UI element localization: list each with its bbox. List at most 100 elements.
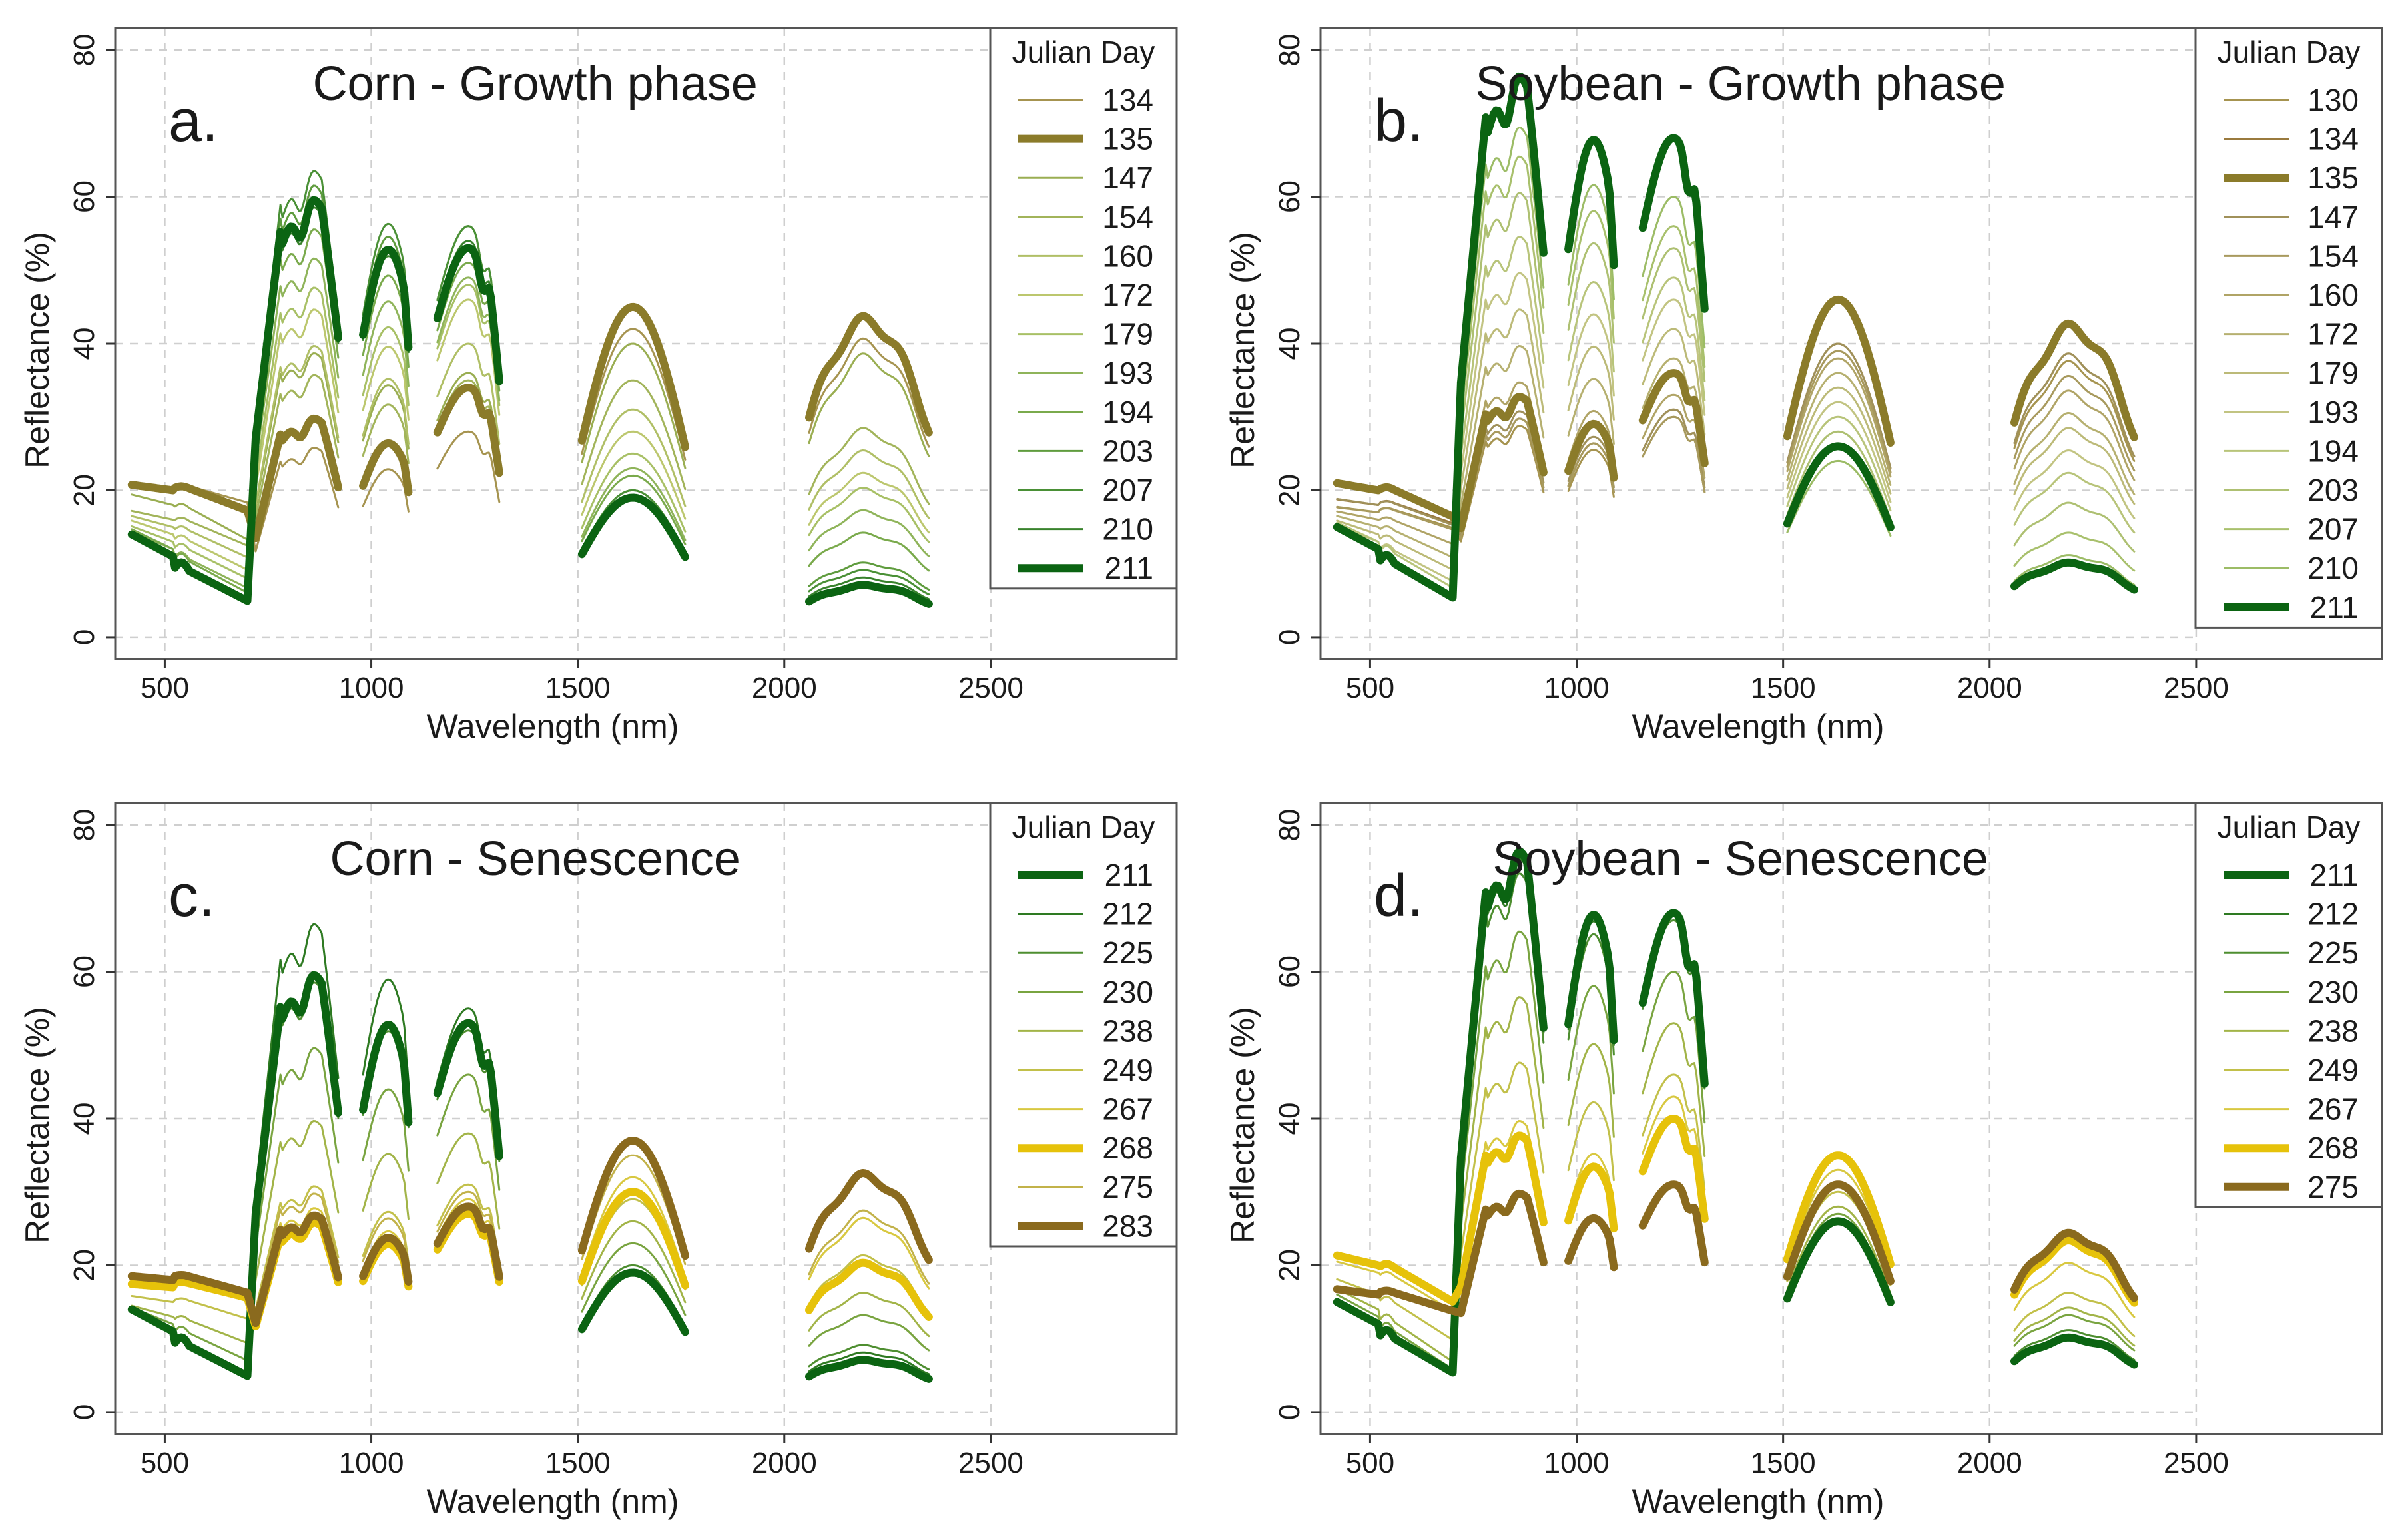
x-tick-label: 500 bbox=[141, 1447, 189, 1479]
spectrum-line-211 bbox=[577, 493, 689, 561]
spectrum-line-135 bbox=[251, 414, 342, 543]
x-tick-label: 2500 bbox=[2164, 672, 2229, 704]
y-tick-label: 80 bbox=[68, 809, 101, 842]
spectrum-line-283 bbox=[359, 1234, 413, 1286]
spectrum-line-249 bbox=[131, 1295, 257, 1320]
spectrum-line-211 bbox=[1333, 1154, 1465, 1377]
spectrum-line-154 bbox=[1336, 505, 1462, 539]
spectrum-line-268 bbox=[127, 1278, 260, 1330]
spectrum-line-134 bbox=[581, 328, 687, 461]
legend: Julian Day 211 212 225 230 238 249 267 268 275 bbox=[2194, 802, 2383, 1208]
spectrum-line-268 bbox=[1783, 1151, 1895, 1268]
spectrum-line-160 bbox=[2013, 389, 2136, 481]
spectrum-line-193 bbox=[808, 509, 930, 557]
legend-entry-172: 172 bbox=[1102, 278, 1153, 312]
legend-entry-172: 172 bbox=[2307, 317, 2359, 352]
spectrum-line-179 bbox=[362, 326, 410, 407]
spectrum-line-225 bbox=[808, 1344, 930, 1371]
legend-entry-230: 230 bbox=[1102, 975, 1153, 1009]
spectrum-line-249 bbox=[254, 1185, 340, 1311]
spectrum-line-238 bbox=[1567, 1043, 1615, 1138]
spectrum-line-154 bbox=[1786, 350, 1892, 473]
y-tick-label: 80 bbox=[1273, 809, 1306, 842]
spectrum-line-249 bbox=[1642, 1073, 1706, 1191]
spectrum-line-147 bbox=[808, 352, 930, 457]
spectrum-line-238 bbox=[131, 1279, 257, 1344]
spectrum-line-147 bbox=[581, 342, 687, 469]
legend-box bbox=[989, 27, 1178, 590]
spectrum-line-203 bbox=[1786, 430, 1892, 520]
spectrum-line-194 bbox=[131, 451, 257, 594]
legend-entry-147: 147 bbox=[1102, 160, 1153, 195]
spectrum-line-135 bbox=[577, 302, 689, 451]
spectrum-line-275 bbox=[362, 1217, 410, 1268]
legend-entry-203: 203 bbox=[2307, 473, 2359, 507]
spectrum-line-154 bbox=[2013, 374, 2136, 472]
legend-entry-134: 134 bbox=[2307, 122, 2359, 156]
spectrum-line-179 bbox=[1460, 308, 1545, 490]
legend-entry-207: 207 bbox=[1102, 473, 1153, 507]
y-tick-label: 80 bbox=[1273, 34, 1306, 67]
spectrum-line-147 bbox=[1336, 497, 1462, 536]
panel-1: 500 1000 1500 2000 2500 0 20 40 60 80 Wavelength (… bbox=[19, 27, 1178, 745]
legend-entry-135: 135 bbox=[2307, 160, 2359, 195]
spectrum-line-207 bbox=[362, 222, 410, 330]
spectrum-line-172 bbox=[1336, 504, 1462, 559]
spectrum-line-275 bbox=[1564, 1214, 1618, 1272]
x-tick-label: 1500 bbox=[1751, 672, 1816, 704]
legend-entry-194: 194 bbox=[2307, 433, 2359, 468]
legend-entry-179: 179 bbox=[2307, 356, 2359, 390]
spectrum-line-172 bbox=[436, 298, 501, 416]
spectrum-line-135 bbox=[1783, 295, 1895, 447]
spectrum-line-211 bbox=[1456, 847, 1548, 1162]
x-axis-label: Wavelength (nm) bbox=[1632, 1483, 1885, 1520]
spectrum-line-267 bbox=[2013, 1262, 2136, 1318]
spectrum-line-283 bbox=[127, 1271, 260, 1327]
spectrum-line-211 bbox=[2010, 558, 2138, 594]
spectrum-line-230 bbox=[2013, 1314, 2136, 1352]
spectrum-line-160 bbox=[1786, 357, 1892, 478]
spectrum-line-135 bbox=[2010, 319, 2138, 441]
legend-entry-211: 211 bbox=[1105, 858, 1153, 892]
spectrum-line-193 bbox=[362, 300, 410, 387]
spectrum-line-193 bbox=[1567, 313, 1615, 397]
spectrum-line-172 bbox=[581, 430, 687, 520]
panel-2: 500 1000 1500 2000 2500 0 20 40 60 80 Wavelength (… bbox=[1224, 27, 2383, 745]
spectrum-line-268 bbox=[805, 1258, 933, 1321]
spectrum-line-211 bbox=[359, 1021, 413, 1127]
y-tick-label: 0 bbox=[68, 1404, 101, 1420]
spectrum-line-135 bbox=[127, 481, 260, 543]
spectrum-line-210 bbox=[1786, 459, 1892, 537]
legend-entry-211: 211 bbox=[1105, 551, 1153, 585]
spectrum-line-211 bbox=[1333, 379, 1465, 602]
x-tick-label: 1500 bbox=[545, 1447, 611, 1479]
spectrum-line-203 bbox=[1642, 247, 1706, 382]
legend-entry-130: 130 bbox=[2307, 83, 2359, 117]
spectrum-line-194 bbox=[1336, 454, 1462, 589]
x-axis-label: Wavelength (nm) bbox=[1632, 708, 1885, 745]
legend-entry-160: 160 bbox=[2307, 278, 2359, 312]
legend-entry-275: 275 bbox=[1102, 1170, 1153, 1204]
x-tick-label: 1000 bbox=[339, 1447, 404, 1479]
legend-title: Julian Day bbox=[2218, 35, 2361, 69]
panel-title: Soybean - Senescence bbox=[1492, 832, 1988, 886]
y-tick-label: 60 bbox=[1273, 180, 1306, 213]
spectrum-line-179 bbox=[1336, 487, 1462, 571]
spectrum-line-267 bbox=[581, 1176, 687, 1278]
spectrum-line-230 bbox=[362, 1088, 410, 1172]
x-tick-label: 2500 bbox=[958, 672, 1024, 704]
spectrum-line-193 bbox=[1336, 471, 1462, 583]
spectrum-line-160 bbox=[131, 504, 257, 559]
spectrum-line-212 bbox=[362, 978, 410, 1090]
y-tick-label: 60 bbox=[1273, 955, 1306, 988]
x-tick-label: 1500 bbox=[1751, 1447, 1816, 1479]
spectrum-line-154 bbox=[1567, 442, 1615, 493]
spectrum-line-135 bbox=[1456, 393, 1548, 533]
spectrum-line-147 bbox=[2013, 352, 2136, 457]
spectrum-line-225 bbox=[2013, 1329, 2136, 1361]
legend-entry-249: 249 bbox=[2307, 1053, 2359, 1087]
spectrum-line-154 bbox=[254, 374, 340, 519]
spectrum-line-179 bbox=[436, 284, 501, 407]
spectrum-line-130 bbox=[2013, 360, 2136, 462]
spectrum-line-154 bbox=[1642, 415, 1706, 493]
